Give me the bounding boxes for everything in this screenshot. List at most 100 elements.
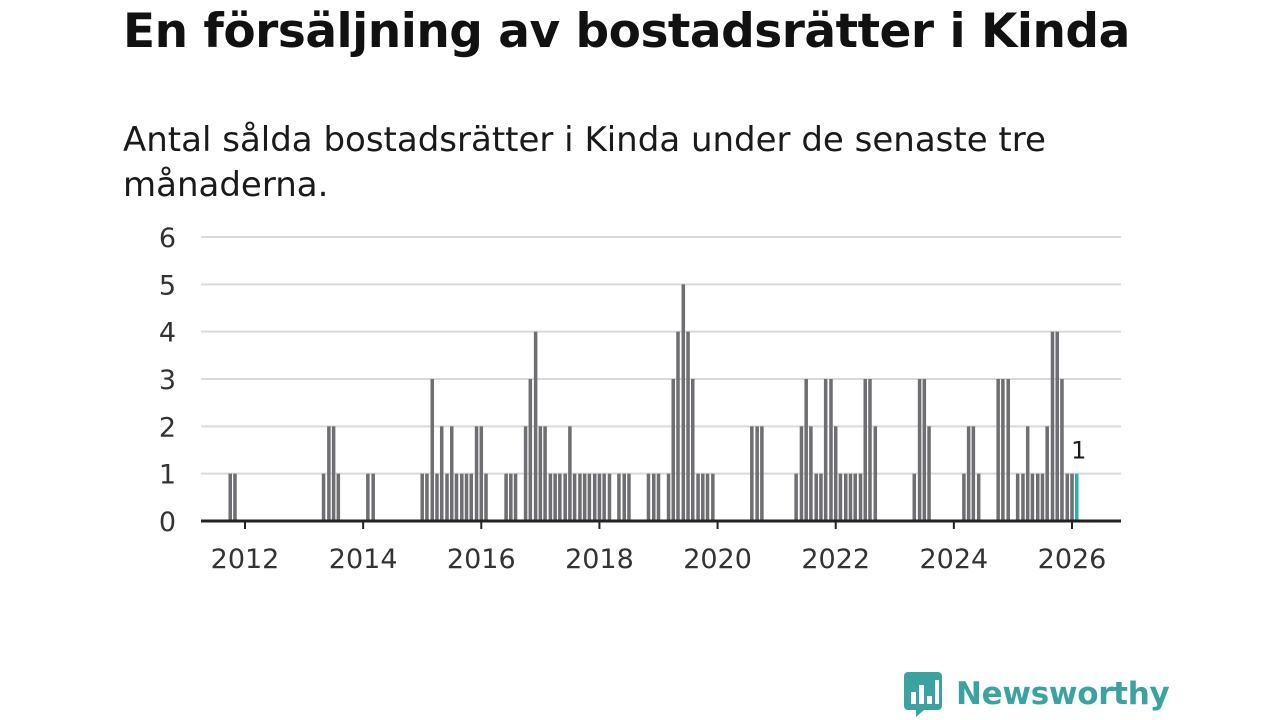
y-tick-label: 3: [159, 365, 176, 396]
bar: [228, 473, 232, 521]
bar: [1001, 379, 1005, 521]
bar: [1025, 426, 1030, 521]
bar: [509, 473, 513, 521]
bar: [1035, 473, 1040, 521]
bar: [592, 473, 597, 521]
bar: [696, 473, 700, 521]
bar: [917, 379, 922, 521]
bar: [464, 473, 469, 521]
bar: [868, 379, 872, 521]
bar-series: [228, 284, 1079, 521]
bar: [843, 473, 848, 521]
bar: [331, 426, 336, 521]
newsworthy-logo: Newsworthy: [902, 670, 1170, 718]
bar: [548, 473, 553, 521]
bar: [656, 473, 661, 521]
bar: [233, 473, 237, 521]
y-tick-label: 1: [159, 460, 176, 491]
y-tick-label: 5: [159, 270, 176, 301]
bar: [922, 379, 927, 521]
bar: [646, 473, 651, 521]
newsworthy-logo-icon: [904, 672, 942, 717]
bar: [504, 473, 508, 521]
bar: [425, 473, 429, 521]
bar: [587, 473, 592, 521]
bar: [799, 426, 804, 521]
chart-title: En försäljning av bostadsrätter i Kinda: [123, 4, 1130, 59]
bar: [1030, 473, 1035, 521]
bar: [454, 473, 459, 521]
x-tick-label: 2024: [919, 544, 988, 575]
bar: [553, 473, 557, 521]
bar: [479, 426, 484, 521]
bar: [671, 379, 676, 521]
bar: [572, 473, 577, 521]
bar: [676, 331, 680, 521]
bar: [966, 426, 971, 521]
bar: [445, 473, 449, 521]
x-tick-label: 2018: [565, 544, 634, 575]
chart-subtitle: Antal sålda bostadsrätter i Kinda under …: [123, 120, 1046, 205]
bar: [597, 473, 602, 521]
bar: [927, 426, 931, 521]
bar: [705, 473, 710, 521]
bar: [1055, 331, 1059, 521]
x-tick-label: 2020: [683, 544, 752, 575]
annotations: 1: [1071, 437, 1086, 465]
bar: [1050, 331, 1055, 521]
bar: [691, 379, 695, 521]
bar: [568, 426, 572, 521]
gridlines: [201, 236, 1121, 475]
bar: [760, 426, 764, 521]
bar: [622, 473, 626, 521]
bar: [460, 473, 464, 521]
bar: [513, 473, 518, 521]
bar: [1040, 473, 1045, 521]
bar: [371, 473, 375, 521]
y-axis-ticks: 0 1 2 3 4 5 6: [159, 223, 176, 538]
bar: [435, 473, 439, 521]
bar: [652, 473, 656, 521]
bar: [321, 473, 326, 521]
x-tick-label: 2026: [1038, 544, 1107, 575]
bar: [366, 473, 370, 521]
bar: [617, 473, 621, 521]
bar: [607, 473, 612, 521]
bar: [1045, 426, 1049, 521]
bar: [755, 426, 759, 521]
bar: [686, 331, 690, 521]
bar: [829, 379, 833, 521]
bar: [838, 473, 843, 521]
bar: [327, 426, 331, 521]
y-tick-label: 0: [159, 507, 176, 538]
bar: [538, 426, 543, 521]
bar: [912, 473, 917, 521]
bar: [336, 473, 341, 521]
brand-name: Newsworthy: [956, 676, 1170, 712]
bar: [863, 379, 868, 521]
bar: [484, 473, 488, 521]
bar: [528, 379, 533, 521]
bar: [582, 473, 587, 521]
x-tick-label: 2022: [801, 544, 870, 575]
bar: [1021, 473, 1025, 521]
x-tick-label: 2012: [211, 544, 280, 575]
bar: [578, 473, 582, 521]
y-tick-label: 2: [159, 412, 176, 443]
bar: [474, 426, 479, 521]
bar: [439, 426, 444, 521]
bar: [681, 284, 686, 521]
bar: [1065, 473, 1070, 521]
bar: [794, 473, 798, 521]
bar: [750, 426, 754, 521]
bar-highlight: [1074, 473, 1079, 521]
bar: [858, 473, 863, 521]
bar: [430, 379, 435, 521]
bar: [602, 473, 606, 521]
bar: [701, 473, 705, 521]
bar: [833, 426, 838, 521]
bar: [971, 426, 976, 521]
bar: [976, 473, 981, 521]
bar-chart: 0 1 2 3 4 5 6 2012 2014 2016 2018 2020 2022 2024 2026…: [159, 223, 1121, 575]
bar: [627, 473, 631, 521]
